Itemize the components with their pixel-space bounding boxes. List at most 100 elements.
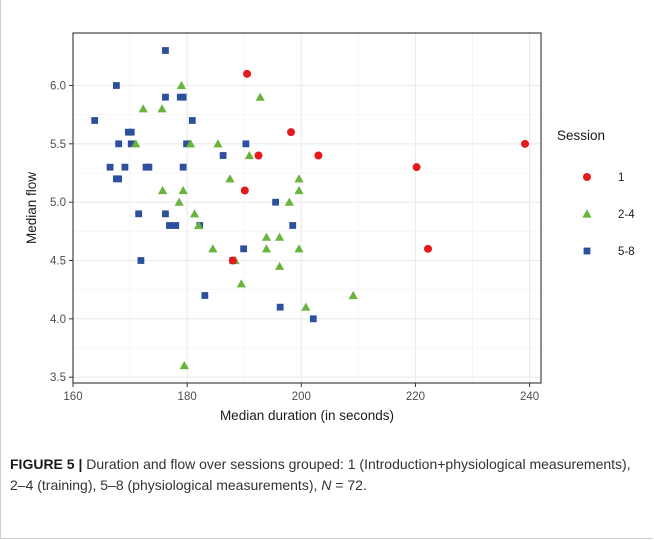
legend-title: Session — [557, 128, 605, 143]
data-point-session-2-4 — [294, 185, 304, 195]
caption-text-end: = 72. — [331, 477, 367, 493]
caption-text: Duration and flow over sessions grouped:… — [10, 456, 631, 493]
data-point-session-1 — [423, 244, 432, 253]
data-point-session-5-8 — [115, 175, 123, 183]
x-tick-label: 200 — [292, 391, 311, 403]
data-point-session-2-4 — [255, 92, 265, 101]
grid-layer — [72, 33, 541, 383]
series-2-4 — [131, 80, 358, 370]
data-point-session-5-8 — [289, 222, 297, 229]
data-point-session-2-4 — [284, 197, 294, 206]
y-tick-label: 5.5 — [50, 139, 66, 151]
data-point-session-5-8 — [166, 222, 173, 229]
data-point-session-2-4 — [179, 360, 189, 370]
data-point-session-5-8 — [188, 117, 196, 124]
data-point-session-2-4 — [261, 244, 272, 253]
data-point-session-2-4 — [208, 244, 218, 253]
data-point-session-2-4 — [213, 139, 223, 148]
data-point-session-1 — [228, 256, 237, 265]
legend-label-2-4: 2-4 — [618, 209, 635, 221]
caption-n-symbol: N — [321, 477, 332, 493]
data-point-session-2-4 — [157, 104, 167, 113]
data-point-session-5-8 — [309, 315, 317, 323]
data-point-session-1 — [287, 128, 296, 137]
data-point-session-1 — [412, 163, 421, 172]
data-point-session-5-8 — [219, 152, 227, 159]
y-tick-label: 4.5 — [50, 256, 66, 268]
axis-layer: 160 180 200 220 240 3.5 4.0 4.5 5.0 5.5 6.0 — [50, 81, 539, 404]
series-5-8 — [91, 47, 317, 323]
legend-key-2-4 — [582, 209, 592, 218]
data-point-session-5-8 — [172, 222, 180, 229]
data-point-session-5-8 — [240, 245, 248, 253]
x-axis-title: Median duration (in seconds) — [220, 408, 394, 423]
data-point-session-5-8 — [127, 128, 135, 136]
scatter-chart: 160 180 200 220 240 3.5 4.0 4.5 5.0 5.5 6.0 Median… — [24, 32, 635, 423]
data-point-session-2-4 — [294, 244, 304, 253]
x-tick-label: 240 — [520, 391, 539, 403]
legend-label-5-8: 5-8 — [618, 246, 635, 258]
y-tick-label: 4.0 — [50, 314, 66, 326]
data-point-session-2-4 — [178, 185, 188, 195]
legend-key-5-8 — [583, 247, 591, 255]
data-point-session-5-8 — [162, 210, 169, 218]
data-point-session-5-8 — [242, 140, 250, 148]
data-point-session-2-4 — [174, 197, 184, 206]
y-tick-label: 5.0 — [50, 197, 66, 209]
data-point-session-1 — [314, 151, 323, 160]
y-axis-title: Median flow — [24, 172, 39, 244]
data-point-session-2-4 — [138, 104, 148, 113]
data-point-session-2-4 — [261, 232, 272, 241]
data-point-session-5-8 — [121, 163, 129, 171]
points-layer — [91, 47, 530, 370]
y-tick-label: 3.5 — [50, 372, 66, 384]
data-point-session-5-8 — [201, 292, 209, 299]
data-point-session-5-8 — [91, 117, 99, 124]
data-point-session-2-4 — [225, 174, 235, 183]
data-point-session-1 — [240, 186, 249, 195]
data-point-session-2-4 — [189, 209, 200, 218]
data-point-session-5-8 — [276, 303, 284, 311]
figure-caption: FIGURE 5 | Duration and flow over sessio… — [10, 454, 640, 496]
caption-label: FIGURE 5 | — [10, 456, 83, 472]
data-point-session-5-8 — [112, 82, 120, 89]
plot-panel — [73, 33, 541, 383]
data-point-session-5-8 — [179, 163, 187, 171]
legend: Session 1 2-4 5-8 — [557, 128, 635, 258]
x-tick-label: 160 — [63, 391, 82, 403]
data-point-session-2-4 — [131, 139, 141, 148]
legend-key-1 — [583, 173, 591, 181]
data-point-session-2-4 — [348, 290, 358, 300]
data-point-session-5-8 — [135, 210, 143, 218]
data-point-session-5-8 — [183, 140, 190, 148]
data-point-session-5-8 — [145, 163, 153, 171]
data-point-session-5-8 — [106, 163, 114, 171]
plot-panel-border — [72, 32, 542, 384]
legend-label-1: 1 — [618, 172, 624, 184]
data-point-session-2-4 — [193, 220, 204, 230]
data-point-session-1 — [243, 69, 252, 78]
data-point-session-5-8 — [162, 93, 169, 101]
data-point-session-1 — [521, 139, 530, 148]
x-tick-label: 220 — [406, 391, 425, 403]
data-point-session-2-4 — [244, 150, 254, 160]
data-point-session-5-8 — [179, 93, 187, 101]
data-point-session-2-4 — [301, 302, 311, 311]
data-point-session-2-4 — [275, 232, 285, 241]
data-point-session-2-4 — [275, 261, 285, 270]
data-point-session-5-8 — [162, 47, 169, 54]
x-tick-label: 180 — [178, 391, 197, 403]
y-tick-label: 6.0 — [50, 81, 66, 93]
data-point-session-2-4 — [176, 80, 187, 90]
data-point-session-2-4 — [236, 279, 246, 288]
data-point-session-5-8 — [127, 140, 135, 148]
series-1 — [228, 69, 530, 265]
data-point-session-2-4 — [185, 139, 196, 148]
data-point-session-5-8 — [137, 257, 145, 264]
data-point-session-1 — [254, 151, 263, 160]
data-point-session-2-4 — [158, 185, 168, 195]
data-point-session-5-8 — [272, 198, 280, 206]
data-point-session-2-4 — [294, 174, 304, 183]
data-point-session-5-8 — [115, 140, 123, 148]
